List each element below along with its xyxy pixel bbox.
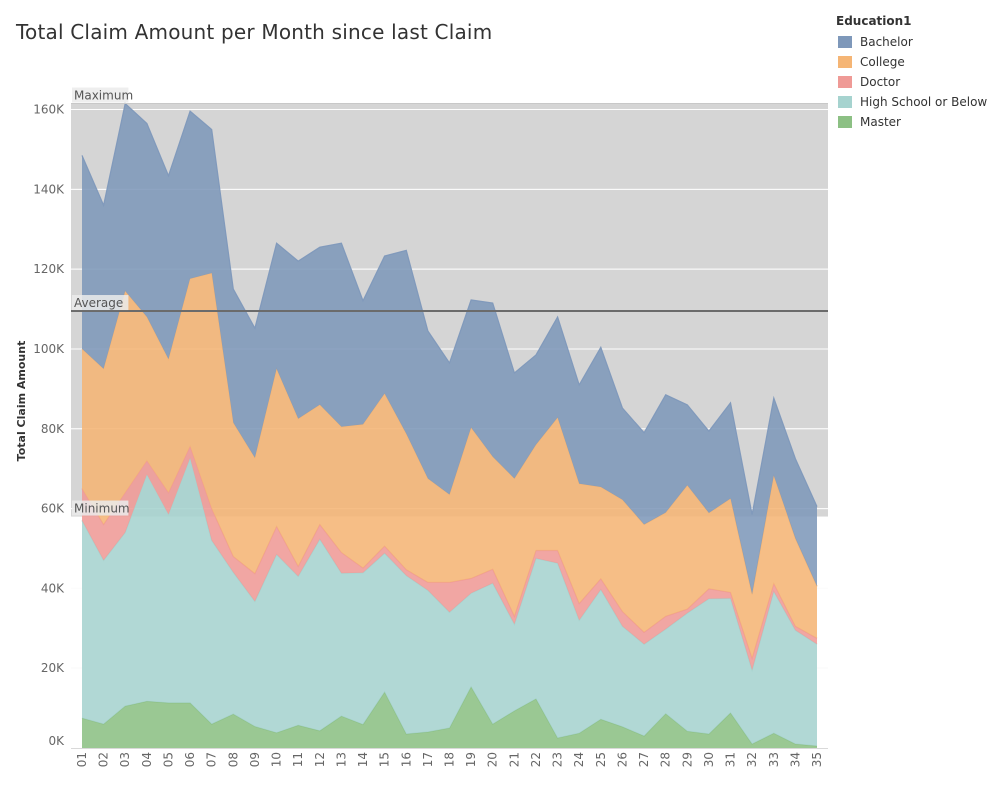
x-tick-label: 33 [767, 752, 781, 767]
area-high-school-or-below [82, 458, 817, 746]
legend-label: Doctor [860, 75, 901, 89]
reference-label-maximum: Maximum [74, 89, 133, 103]
legend-swatch [838, 56, 852, 68]
x-tick-label: 29 [680, 752, 694, 767]
x-tick-label: 20 [486, 752, 500, 767]
x-tick-label: 23 [551, 752, 565, 767]
y-tick-label: 80K [41, 422, 65, 436]
area-doctor [82, 446, 817, 671]
reference-label-bg-average [72, 295, 129, 311]
plot-background [71, 55, 828, 748]
x-tick-label: 13 [334, 752, 348, 767]
x-tick-label: 09 [248, 752, 262, 767]
line-master [81, 685, 818, 747]
x-tick-label: 31 [724, 752, 738, 767]
legend-label: College [860, 55, 905, 69]
y-tick-label: 20K [41, 661, 65, 675]
reference-label-minimum: Minimum [74, 502, 130, 516]
x-tick-label: 22 [529, 752, 543, 767]
legend-label: High School or Below [860, 95, 988, 109]
area-bachelor [82, 103, 817, 595]
legend-label: Master [860, 115, 901, 129]
x-tick-label: 07 [205, 752, 219, 767]
y-tick-label: 40K [41, 581, 65, 595]
x-tick-label: 01 [75, 752, 89, 767]
legend-swatch [838, 116, 852, 128]
y-tick-label: 100K [33, 342, 65, 356]
x-tick-label: 03 [118, 752, 132, 767]
reference-label-average: Average [74, 296, 123, 310]
reference-band [71, 103, 828, 517]
reference-label-bg-maximum [72, 87, 129, 103]
legend-swatch [838, 76, 852, 88]
x-tick-label: 05 [162, 752, 176, 767]
x-tick-label: 27 [637, 752, 651, 767]
legend-item-master[interactable]: Master [836, 112, 987, 132]
area-master [82, 686, 817, 748]
x-tick-label: 16 [399, 752, 413, 767]
x-tick-label: 11 [291, 752, 305, 767]
legend-title: Education1 [836, 14, 912, 28]
x-tick-label: 30 [702, 752, 716, 767]
legend-item-high-school-or-below[interactable]: High School or Below [836, 92, 987, 112]
line-college [81, 272, 818, 595]
y-tick-label: 140K [33, 182, 65, 196]
chart-title: Total Claim Amount per Month since last … [16, 20, 493, 44]
y-tick-label: 120K [33, 262, 65, 276]
x-tick-label: 10 [270, 752, 284, 767]
x-tick-label: 34 [788, 752, 802, 767]
y-tick-label: 0K [48, 734, 65, 748]
reference-label-bg-minimum [72, 500, 129, 516]
x-tick-label: 24 [572, 752, 586, 767]
x-tick-label: 21 [507, 752, 521, 767]
x-tick-label: 19 [464, 752, 478, 767]
x-tick-label: 04 [140, 752, 154, 767]
x-tick-label: 18 [443, 752, 457, 767]
x-tick-label: 15 [378, 752, 392, 767]
legend-item-bachelor[interactable]: Bachelor [836, 32, 987, 52]
x-tick-label: 14 [356, 752, 370, 767]
legend: Education1 Bachelor College Doctor High Sch… [836, 14, 987, 132]
x-tick-label: 08 [226, 752, 240, 767]
x-tick-label: 06 [183, 752, 197, 767]
y-axis-title: Total Claim Amount [15, 341, 28, 462]
legend-swatch [838, 36, 852, 48]
line-high-school-or-below [81, 456, 818, 673]
x-tick-label: 12 [313, 752, 327, 767]
x-tick-label: 28 [659, 752, 673, 767]
legend-label: Bachelor [860, 35, 913, 49]
line-doctor [81, 444, 818, 661]
legend-swatch [838, 96, 852, 108]
x-tick-label: 25 [594, 752, 608, 767]
x-tick-label: 26 [615, 752, 629, 767]
y-tick-label: 160K [33, 103, 65, 117]
legend-item-doctor[interactable]: Doctor [836, 72, 987, 92]
area-college [82, 273, 817, 659]
legend-items: Bachelor College Doctor High School or Belo… [836, 32, 987, 132]
x-tick-label: 32 [745, 752, 759, 767]
x-tick-label: 02 [97, 752, 111, 767]
x-tick-label: 35 [810, 752, 824, 767]
line-bachelor [81, 102, 818, 515]
x-tick-label: 17 [421, 752, 435, 767]
legend-item-college[interactable]: College [836, 52, 987, 72]
y-tick-label: 60K [41, 502, 65, 516]
